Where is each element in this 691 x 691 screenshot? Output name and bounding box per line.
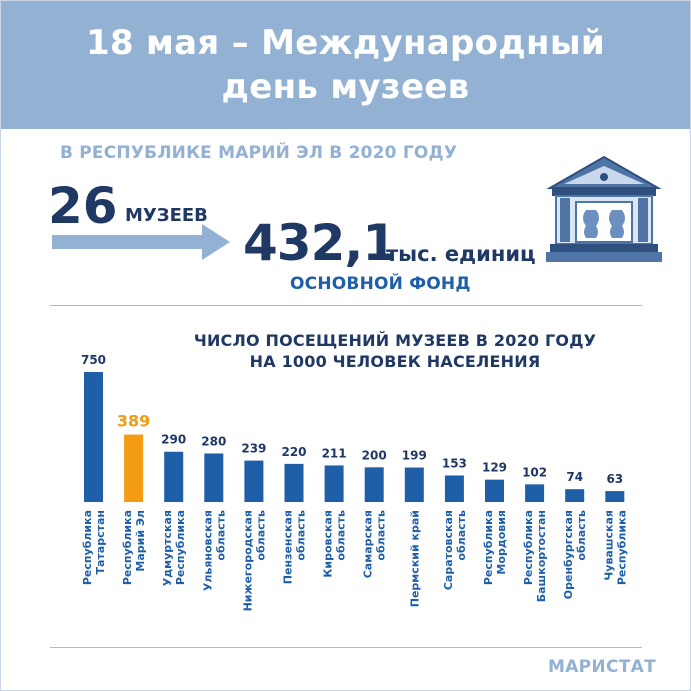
x-tick-label: Республика Татарстан xyxy=(81,510,107,585)
x-tick-label: Республика Марий Эл xyxy=(121,510,147,585)
x-tick-label-line: область xyxy=(455,510,468,561)
x-tick-label-line: Пермский край xyxy=(408,510,421,607)
bar xyxy=(364,467,384,502)
x-tick-label: Удмуртская Республика xyxy=(161,510,187,586)
bar xyxy=(244,460,264,502)
x-tick-label-line: Татарстан xyxy=(94,510,107,575)
x-tick-label: Чувашская Республика xyxy=(602,510,628,585)
museums-label: МУЗЕЕВ xyxy=(125,205,208,226)
bar xyxy=(204,453,224,502)
bar xyxy=(525,484,545,502)
x-tick-label-line: область xyxy=(214,510,227,561)
x-tick-label-line: Республика xyxy=(121,510,134,585)
x-tick-label-line: область xyxy=(375,510,388,561)
divider-top xyxy=(50,305,642,306)
chart-title: ЧИСЛО ПОСЕЩЕНИЙ МУЗЕЕВ В 2020 ГОДУ НА 10… xyxy=(130,330,660,372)
x-tick-label-line: Пензенская xyxy=(282,510,295,584)
data-label: 389 xyxy=(117,412,150,431)
x-tick-label: Кировская область xyxy=(322,510,348,578)
museums-count: 26 xyxy=(48,177,118,235)
data-label: 750 xyxy=(81,353,106,367)
right-arrow-icon xyxy=(52,224,230,260)
data-label: 199 xyxy=(402,449,427,463)
x-tick-label: Пермский край xyxy=(408,510,421,607)
bar xyxy=(565,489,585,502)
x-tick-label-line: Республика xyxy=(482,510,495,585)
chart-title-line2: НА 1000 ЧЕЛОВЕК НАСЕЛЕНИЯ xyxy=(249,352,541,371)
x-tick-label: Оренбургская область xyxy=(562,510,588,599)
bar xyxy=(124,434,144,502)
data-label: 239 xyxy=(241,442,266,456)
page-title-line1: 18 мая – Международный xyxy=(86,23,605,63)
x-tick-label-line: Марий Эл xyxy=(134,510,147,572)
bar xyxy=(164,451,184,502)
data-label: 280 xyxy=(201,434,226,448)
divider-bottom xyxy=(50,647,642,648)
data-label: 129 xyxy=(482,461,507,475)
subtitle: В РЕСПУБЛИКЕ МАРИЙ ЭЛ В 2020 ГОДУ xyxy=(60,143,458,163)
header-banner: 18 мая – Международный день музеев xyxy=(1,1,690,129)
x-tick-label-line: Республика xyxy=(174,510,187,585)
data-label: 290 xyxy=(161,433,186,447)
bar xyxy=(444,475,464,502)
x-tick-label: Республика Башкортостан xyxy=(522,510,548,602)
x-tick-label-line: Самарская xyxy=(362,510,375,578)
page-title-line2: день музеев xyxy=(221,67,470,107)
x-tick-label-line: область xyxy=(335,510,348,561)
x-tick-label-line: Нижегородская xyxy=(241,510,254,611)
x-tick-label-line: Чувашская xyxy=(602,510,615,581)
x-tick-label-line: Мордовия xyxy=(495,510,508,575)
data-label: 153 xyxy=(442,456,467,470)
museum-building-icon xyxy=(546,155,662,262)
x-tick-label: Пензенская область xyxy=(282,510,308,584)
bar xyxy=(485,479,504,502)
fund-value: 432,1 xyxy=(243,214,397,272)
x-tick-label-line: Республика xyxy=(81,510,94,585)
x-tick-label: Саратовская область xyxy=(442,510,468,590)
x-tick-label: Республика Мордовия xyxy=(482,510,508,585)
x-tick-label-line: Кировская xyxy=(322,510,335,578)
x-tick-label-line: область xyxy=(575,510,588,561)
bar xyxy=(404,467,424,502)
data-label: 220 xyxy=(281,445,306,459)
x-tick-label: Нижегородская область xyxy=(241,510,267,611)
x-tick-label-line: Башкортостан xyxy=(535,510,548,602)
bar xyxy=(84,372,103,502)
bar xyxy=(324,465,344,502)
fund-units: тыс. единиц xyxy=(386,242,536,266)
fund-label: ОСНОВНОЙ ФОНД xyxy=(290,274,471,294)
data-label: 211 xyxy=(322,446,347,460)
bar xyxy=(605,491,625,502)
x-tick-label-line: Саратовская xyxy=(442,510,455,590)
x-tick-label-line: Оренбургская xyxy=(562,510,575,599)
x-tick-label-line: Удмуртская xyxy=(161,510,174,586)
x-tick-label-line: Республика xyxy=(615,510,628,585)
x-tick-label: Самарская область xyxy=(362,510,388,578)
x-tick-label-line: Республика xyxy=(522,510,535,585)
x-tick-label: Ульяновская область xyxy=(201,510,227,591)
data-label: 74 xyxy=(566,470,583,484)
chart-title-line1: ЧИСЛО ПОСЕЩЕНИЙ МУЗЕЕВ В 2020 ГОДУ xyxy=(193,331,597,350)
x-tick-label-line: область xyxy=(254,510,267,561)
x-tick-label-line: Ульяновская xyxy=(201,510,214,591)
data-label: 102 xyxy=(522,465,547,479)
data-label: 63 xyxy=(606,472,623,486)
x-tick-label-line: область xyxy=(295,510,308,561)
source-label: МАРИСТАТ xyxy=(548,657,656,677)
bar xyxy=(284,463,304,502)
data-label: 200 xyxy=(362,448,387,462)
